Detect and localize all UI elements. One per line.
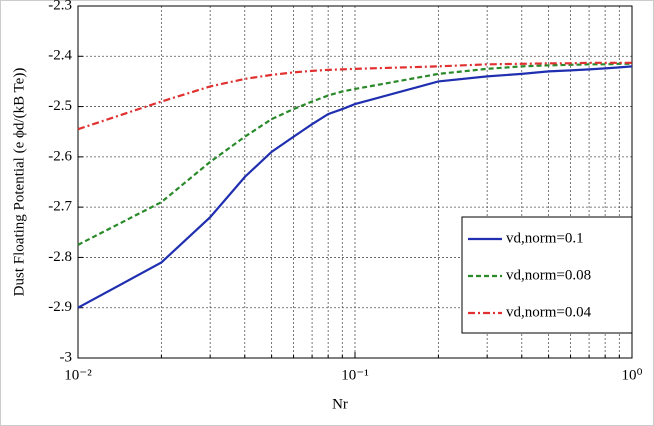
y-tick-label: -3 [60, 349, 73, 365]
legend-label: vd,norm=0.08 [506, 267, 591, 283]
y-axis-label: Dust Floating Potential (e ϕd/(kB Te)) [11, 68, 27, 297]
y-tick-label: -2.3 [48, 0, 72, 13]
x-tick-label: 10⁻² [64, 367, 92, 383]
series-line [77, 65, 633, 309]
x-tick-label: 10⁰ [621, 367, 642, 383]
plot-area [77, 5, 633, 359]
series-line [77, 61, 632, 131]
x-axis-label: Nr [332, 396, 348, 412]
series-line [77, 62, 632, 246]
y-tick-label: -2.7 [48, 199, 72, 215]
x-tick-label: 10⁻¹ [341, 367, 368, 383]
legend-box [461, 216, 633, 334]
y-tick-label: -2.5 [48, 98, 72, 114]
legend-label: vd,norm=0.1 [506, 230, 584, 246]
legend-label: vd,norm=0.04 [506, 304, 592, 320]
y-tick-label: -2.8 [48, 249, 72, 265]
y-tick-label: -2.6 [48, 148, 72, 164]
y-tick-label: -2.4 [48, 48, 72, 64]
y-tick-label: -2.9 [48, 299, 72, 315]
